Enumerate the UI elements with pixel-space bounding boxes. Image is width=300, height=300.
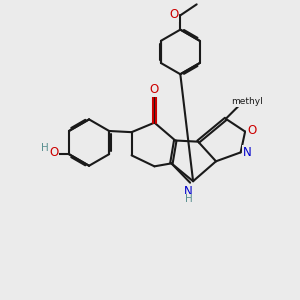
Text: methyl: methyl	[231, 97, 263, 106]
Text: H: H	[185, 194, 193, 204]
Text: O: O	[49, 146, 58, 159]
Text: N: N	[184, 184, 193, 197]
Text: O: O	[247, 124, 256, 136]
Text: O: O	[149, 83, 158, 96]
Text: N: N	[243, 146, 252, 159]
Text: H: H	[41, 142, 49, 153]
Text: O: O	[169, 8, 178, 21]
